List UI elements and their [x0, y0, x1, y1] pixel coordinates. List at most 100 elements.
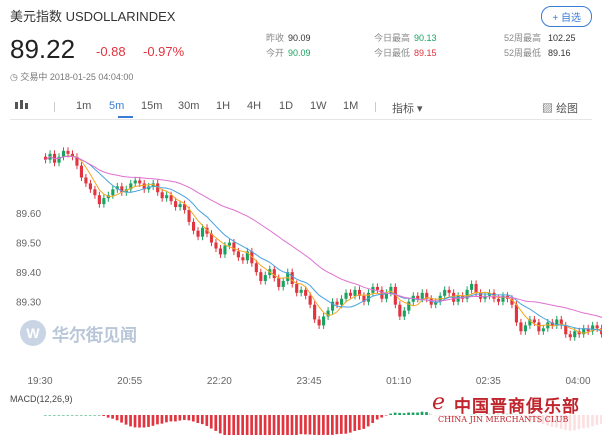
macd-bar — [313, 415, 316, 435]
macd-bar — [88, 415, 92, 416]
candle-body — [138, 180, 142, 184]
candle-body — [326, 310, 330, 317]
candle-body — [514, 304, 518, 323]
prev-close-value: 90.09 — [288, 32, 311, 43]
macd-bar — [84, 415, 88, 416]
period-1w[interactable]: 1W — [310, 100, 327, 112]
candle-body — [178, 204, 182, 208]
candle-body — [501, 295, 505, 302]
macd-bar — [371, 415, 375, 423]
day-low-value: 89.15 — [414, 47, 437, 58]
x-tick-label: 04:00 — [565, 376, 590, 387]
macd-bar — [93, 415, 97, 416]
candle-body — [236, 251, 240, 258]
club-watermark: e 中国晋商俱乐部 CHINA JIN MERCHANTS CLUB — [430, 388, 602, 438]
draw-button[interactable]: ▨ 绘图 — [542, 100, 578, 116]
candle-body — [286, 272, 290, 282]
macd-bar — [223, 415, 227, 435]
ma-long-line — [45, 155, 602, 319]
period-1m[interactable]: 1m — [76, 100, 92, 112]
macd-bar — [425, 412, 428, 415]
candle-body — [586, 328, 590, 332]
candle-body — [357, 289, 362, 296]
macd-bar — [138, 415, 141, 428]
open-label: 今开 — [266, 48, 285, 58]
active-period-indicator — [118, 116, 133, 118]
macd-bar — [174, 415, 177, 422]
macd-bar — [106, 415, 110, 418]
candle-body — [308, 295, 312, 305]
candle-body — [519, 322, 523, 332]
candle-body — [402, 310, 406, 317]
candle-body — [523, 325, 527, 332]
y-tick-label: 89.60 — [16, 209, 41, 220]
macd-bar — [317, 415, 321, 435]
macd-bar — [335, 415, 339, 435]
macd-bar — [70, 415, 74, 416]
candle-body — [227, 242, 231, 246]
toolbar-divider — [10, 119, 592, 120]
candle-body — [375, 286, 379, 290]
macd-bar — [411, 412, 415, 415]
page-title: 美元指数 USDOLLARINDEX — [10, 9, 176, 24]
candle-body — [142, 183, 146, 190]
macd-bar — [245, 415, 249, 435]
candle-body — [70, 153, 75, 157]
macd-bar — [236, 415, 240, 435]
period-1d[interactable]: 1D — [279, 100, 294, 112]
candle-body — [160, 192, 164, 199]
period-1month[interactable]: 1M — [343, 100, 359, 112]
x-tick-label: 01:10 — [386, 376, 411, 387]
period-1h[interactable]: 1H — [216, 100, 231, 112]
chart-toolbar: 1m 5m 15m 30m 1H 4H 1D 1W 1M 指标 ▾ ▨ 绘图 — [10, 96, 592, 118]
candle-body — [120, 186, 124, 193]
macd-bar — [353, 415, 357, 431]
period-15m[interactable]: 15m — [141, 100, 163, 112]
wallstreet-logo-icon: W — [20, 320, 46, 346]
indicator-dropdown[interactable]: 指标 ▾ — [392, 103, 423, 115]
candle-body — [254, 263, 258, 273]
macd-bar — [241, 415, 245, 435]
macd-bar — [178, 415, 182, 421]
candle-body — [259, 272, 263, 282]
candle-body — [183, 204, 187, 211]
macd-bar — [420, 411, 424, 415]
macd-bar — [232, 415, 236, 435]
week52-high-value: 102.25 — [548, 32, 576, 43]
candle-body — [591, 325, 595, 332]
candle-type-icon[interactable] — [14, 99, 30, 114]
period-5m[interactable]: 5m — [109, 100, 125, 112]
macd-bar — [209, 415, 213, 429]
macd-bar — [277, 415, 280, 435]
ma-mid-line — [45, 155, 602, 332]
candle-body — [169, 195, 173, 202]
candle-body — [290, 272, 294, 284]
macd-bar — [375, 415, 379, 420]
candle-body — [344, 292, 348, 299]
period-4h[interactable]: 4H — [247, 100, 262, 112]
macd-bar — [156, 415, 159, 425]
candle-body — [407, 301, 411, 311]
candle-body — [456, 295, 460, 302]
macd-bar — [281, 415, 285, 435]
day-high-value: 90.13 — [414, 32, 437, 43]
period-30m[interactable]: 30m — [178, 100, 200, 112]
club-name-en: CHINA JIN MERCHANTS CLUB — [438, 415, 569, 424]
candle-body — [66, 150, 70, 154]
quote-header: 美元指数 USDOLLARINDEX + 自选 89.22 -0.88 -0.9… — [10, 4, 592, 84]
candle-body — [393, 286, 397, 305]
macd-bar — [295, 415, 298, 435]
candle-body — [241, 257, 245, 261]
macd-bar — [339, 415, 343, 434]
candle-body — [57, 156, 61, 163]
macd-bar — [214, 415, 218, 431]
candle-body — [550, 322, 554, 326]
price-change-percent: -0.97% — [143, 44, 185, 59]
add-watchlist-button[interactable]: + 自选 — [541, 6, 592, 27]
candle-body — [532, 319, 536, 323]
candle-body — [223, 245, 227, 255]
macd-bar — [142, 415, 146, 428]
macd-bar — [205, 415, 209, 426]
macd-bar — [169, 415, 173, 422]
ma-short-line — [45, 155, 602, 334]
